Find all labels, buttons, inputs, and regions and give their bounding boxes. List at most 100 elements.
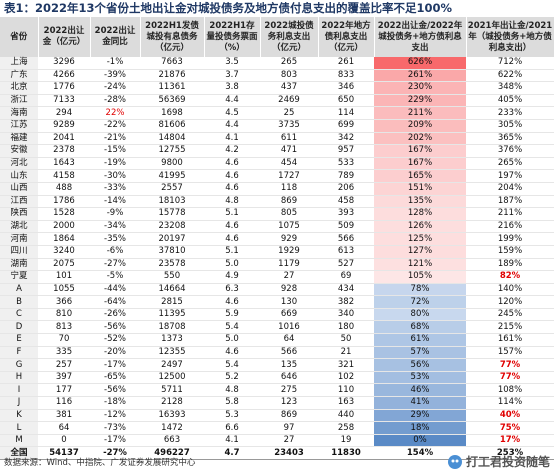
table-cell: 53% [374,371,466,385]
table-cell: -56% [90,320,140,335]
table-cell: 204% [466,182,554,196]
table-cell: 5.9 [204,308,260,322]
table-cell: 2497 [140,358,204,372]
table-cell: 440 [318,409,374,423]
table-cell: 5.8 [204,396,260,410]
table-cell: 4.9 [204,270,260,284]
table-row: 山东 4158 -30% 41995 4.6 1727 789 165% 197% [0,169,554,183]
table-cell: 22% [90,106,140,120]
row-label: K [0,409,38,423]
table-cell: 97 [260,421,318,435]
table-cell: 20197 [140,232,204,246]
table-cell: -20% [90,346,140,360]
table-cell: 216% [466,220,554,234]
table-cell: 4158 [38,169,90,183]
table-cell: 64 [260,333,318,347]
table-cell: 202% [374,132,466,146]
table-cell: -1% [90,57,140,70]
table-cell: 18103 [140,195,204,209]
table-cell: 566 [318,232,374,246]
table-cell: 365% [466,132,554,146]
table-row: M 0 -17% 663 4.1 27 19 0% 17% [0,434,554,448]
row-label: F [0,346,38,360]
row-label: 海南 [0,106,38,120]
table-cell: 437 [260,81,318,95]
table-cell: 64 [38,421,90,435]
table-cell: 1472 [140,421,204,435]
table-row: 全国 54137 -27% 496227 4.7 23403 11830 154% 253% [0,446,554,460]
table-cell: -28% [90,94,140,108]
table-cell: 2815 [140,295,204,309]
table-cell: -5% [90,270,140,284]
table-row: H 397 -65% 12500 5.2 646 102 53% 77% [0,371,554,385]
table-cell: 5.3 [204,409,260,423]
table-cell: 346 [318,81,374,95]
row-label: G [0,358,38,372]
table-cell: 405% [466,94,554,108]
row-label: 湖北 [0,220,38,234]
table-cell: 622% [466,69,554,83]
table-cell: 253% [466,446,554,460]
table-cell: 61% [374,333,466,347]
row-label: 山东 [0,169,38,183]
table-cell: 550 [140,270,204,284]
table-cell: -52% [90,333,140,347]
table-cell: 1528 [38,207,90,221]
row-label: E [0,333,38,347]
table-cell: 869 [260,409,318,423]
header-cell: 省份 [0,17,39,57]
table-cell: 496227 [140,446,204,460]
table-cell: 114% [466,396,554,410]
table-cell: 77% [466,371,554,385]
table-cell: 1776 [38,81,90,95]
row-label: 江苏 [0,119,38,133]
table-cell: 46% [374,383,466,398]
table-cell: 376% [466,144,554,158]
table-cell: 4.2 [204,144,260,158]
table-cell: 646 [260,371,318,385]
table-cell: 15778 [140,207,204,221]
table-cell: 4.4 [204,94,260,108]
row-label: 湖南 [0,258,38,272]
table-cell: 18708 [140,320,204,335]
table-cell: 118 [260,182,318,196]
table-cell: -18% [90,396,140,410]
table-cell: 669 [260,308,318,322]
table-cell: 294 [38,106,90,120]
table-cell: 180 [318,320,374,335]
table-cell: 12355 [140,346,204,360]
table-cell: 4.6 [204,182,260,196]
header-cell: 2022H1发债城投有息债务（亿元） [140,17,205,57]
table-cell: -19% [90,157,140,171]
table-cell: 209% [374,119,466,133]
table-row: D 813 -56% 18708 5.4 1016 180 68% 215% [0,320,554,335]
table-cell: 140% [466,283,554,297]
table-cell: 4.8 [204,383,260,398]
table-cell: 206 [318,182,374,196]
table-cell: 434 [318,283,374,297]
table-cell: 135% [374,195,466,209]
table-cell: 12755 [140,144,204,158]
table-cell: 163 [318,396,374,410]
table-cell: 157% [466,346,554,360]
table-row: 宁夏 101 -5% 550 4.9 27 69 105% 82% [0,270,554,284]
table-cell: 230% [374,81,466,95]
table-cell: 321 [318,358,374,372]
table-cell: 4.1 [204,434,260,448]
table-cell: 527 [318,258,374,272]
table-cell: 116 [38,396,90,410]
table-cell: 4.8 [204,195,260,209]
table-cell: 82% [466,270,554,284]
table-cell: 126% [374,220,466,234]
table-cell: 4.6 [204,169,260,183]
table-cell: 261 [318,57,374,70]
row-label: 福建 [0,132,38,146]
table-cell: 167% [374,144,466,158]
table-cell: 275 [260,383,318,398]
table-cell: 70 [38,333,90,347]
table-cell: 382 [318,295,374,309]
table-cell: -65% [90,371,140,385]
table-cell: -22% [90,119,140,133]
header-cell: 2021年出让金/2021年（城投债务+地方债利息支出） [466,17,554,57]
